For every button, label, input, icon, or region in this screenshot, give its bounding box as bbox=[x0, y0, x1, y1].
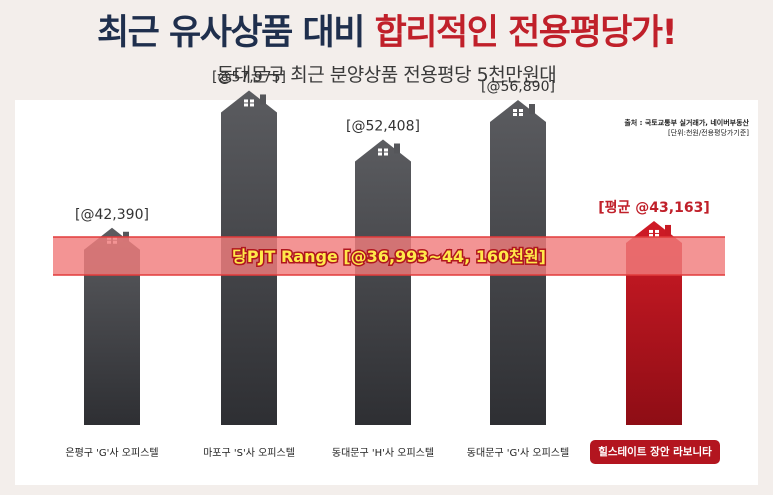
data-label-3: [@52,408] bbox=[346, 119, 420, 135]
bar-chimney-3 bbox=[394, 143, 400, 154]
source-text: 출처 : 국토교통부 실거래가, 네이버부동산 bbox=[624, 119, 749, 127]
window-icon-5 bbox=[649, 229, 659, 237]
title-highlight: 합리적인 전용평당가! bbox=[374, 13, 678, 53]
source-note: 출처 : 국토교통부 실거래가, 네이버부동산 [단위:천원/전용평당가기준] bbox=[624, 118, 749, 138]
band-label: 당PJT Range [@36,993~44, 160천원] bbox=[232, 247, 546, 266]
bar-chimney-2 bbox=[260, 94, 266, 105]
window-icon-3 bbox=[378, 148, 388, 156]
price-range-band bbox=[53, 237, 725, 275]
data-label-1: [@42,390] bbox=[75, 207, 149, 223]
bar-3 bbox=[355, 139, 411, 425]
bar-1 bbox=[84, 227, 140, 425]
data-label-5: [평균 @43,163] bbox=[598, 199, 709, 216]
window-icon-4 bbox=[513, 109, 523, 117]
page-title: 최근 유사상품 대비 합리적인 전용평당가! bbox=[0, 4, 773, 55]
data-label-2: [@57,975] bbox=[212, 69, 286, 85]
bar-chimney-5 bbox=[665, 224, 671, 235]
data-label-4: [@56,890] bbox=[481, 79, 555, 95]
category-label-2: 마포구 'S'사 오피스텔 bbox=[203, 447, 295, 459]
title-main: 최근 유사상품 대비 bbox=[96, 13, 365, 53]
window-icon-2 bbox=[244, 99, 254, 107]
highlight-category-pill: 힐스테이트 장안 라보니타 bbox=[590, 440, 720, 464]
category-label-1: 은평구 'G'사 오피스텔 bbox=[65, 447, 158, 459]
page-subtitle: 동대문구 최근 분양상품 전용평당 5천만원대 bbox=[216, 64, 557, 86]
category-label-4: 동대문구 'G'사 오피스텔 bbox=[467, 447, 569, 459]
unit-note: [단위:천원/전용평당가기준] bbox=[667, 129, 749, 137]
category-label-3: 동대문구 'H'사 오피스텔 bbox=[332, 447, 434, 459]
bar-chimney-4 bbox=[529, 104, 535, 115]
